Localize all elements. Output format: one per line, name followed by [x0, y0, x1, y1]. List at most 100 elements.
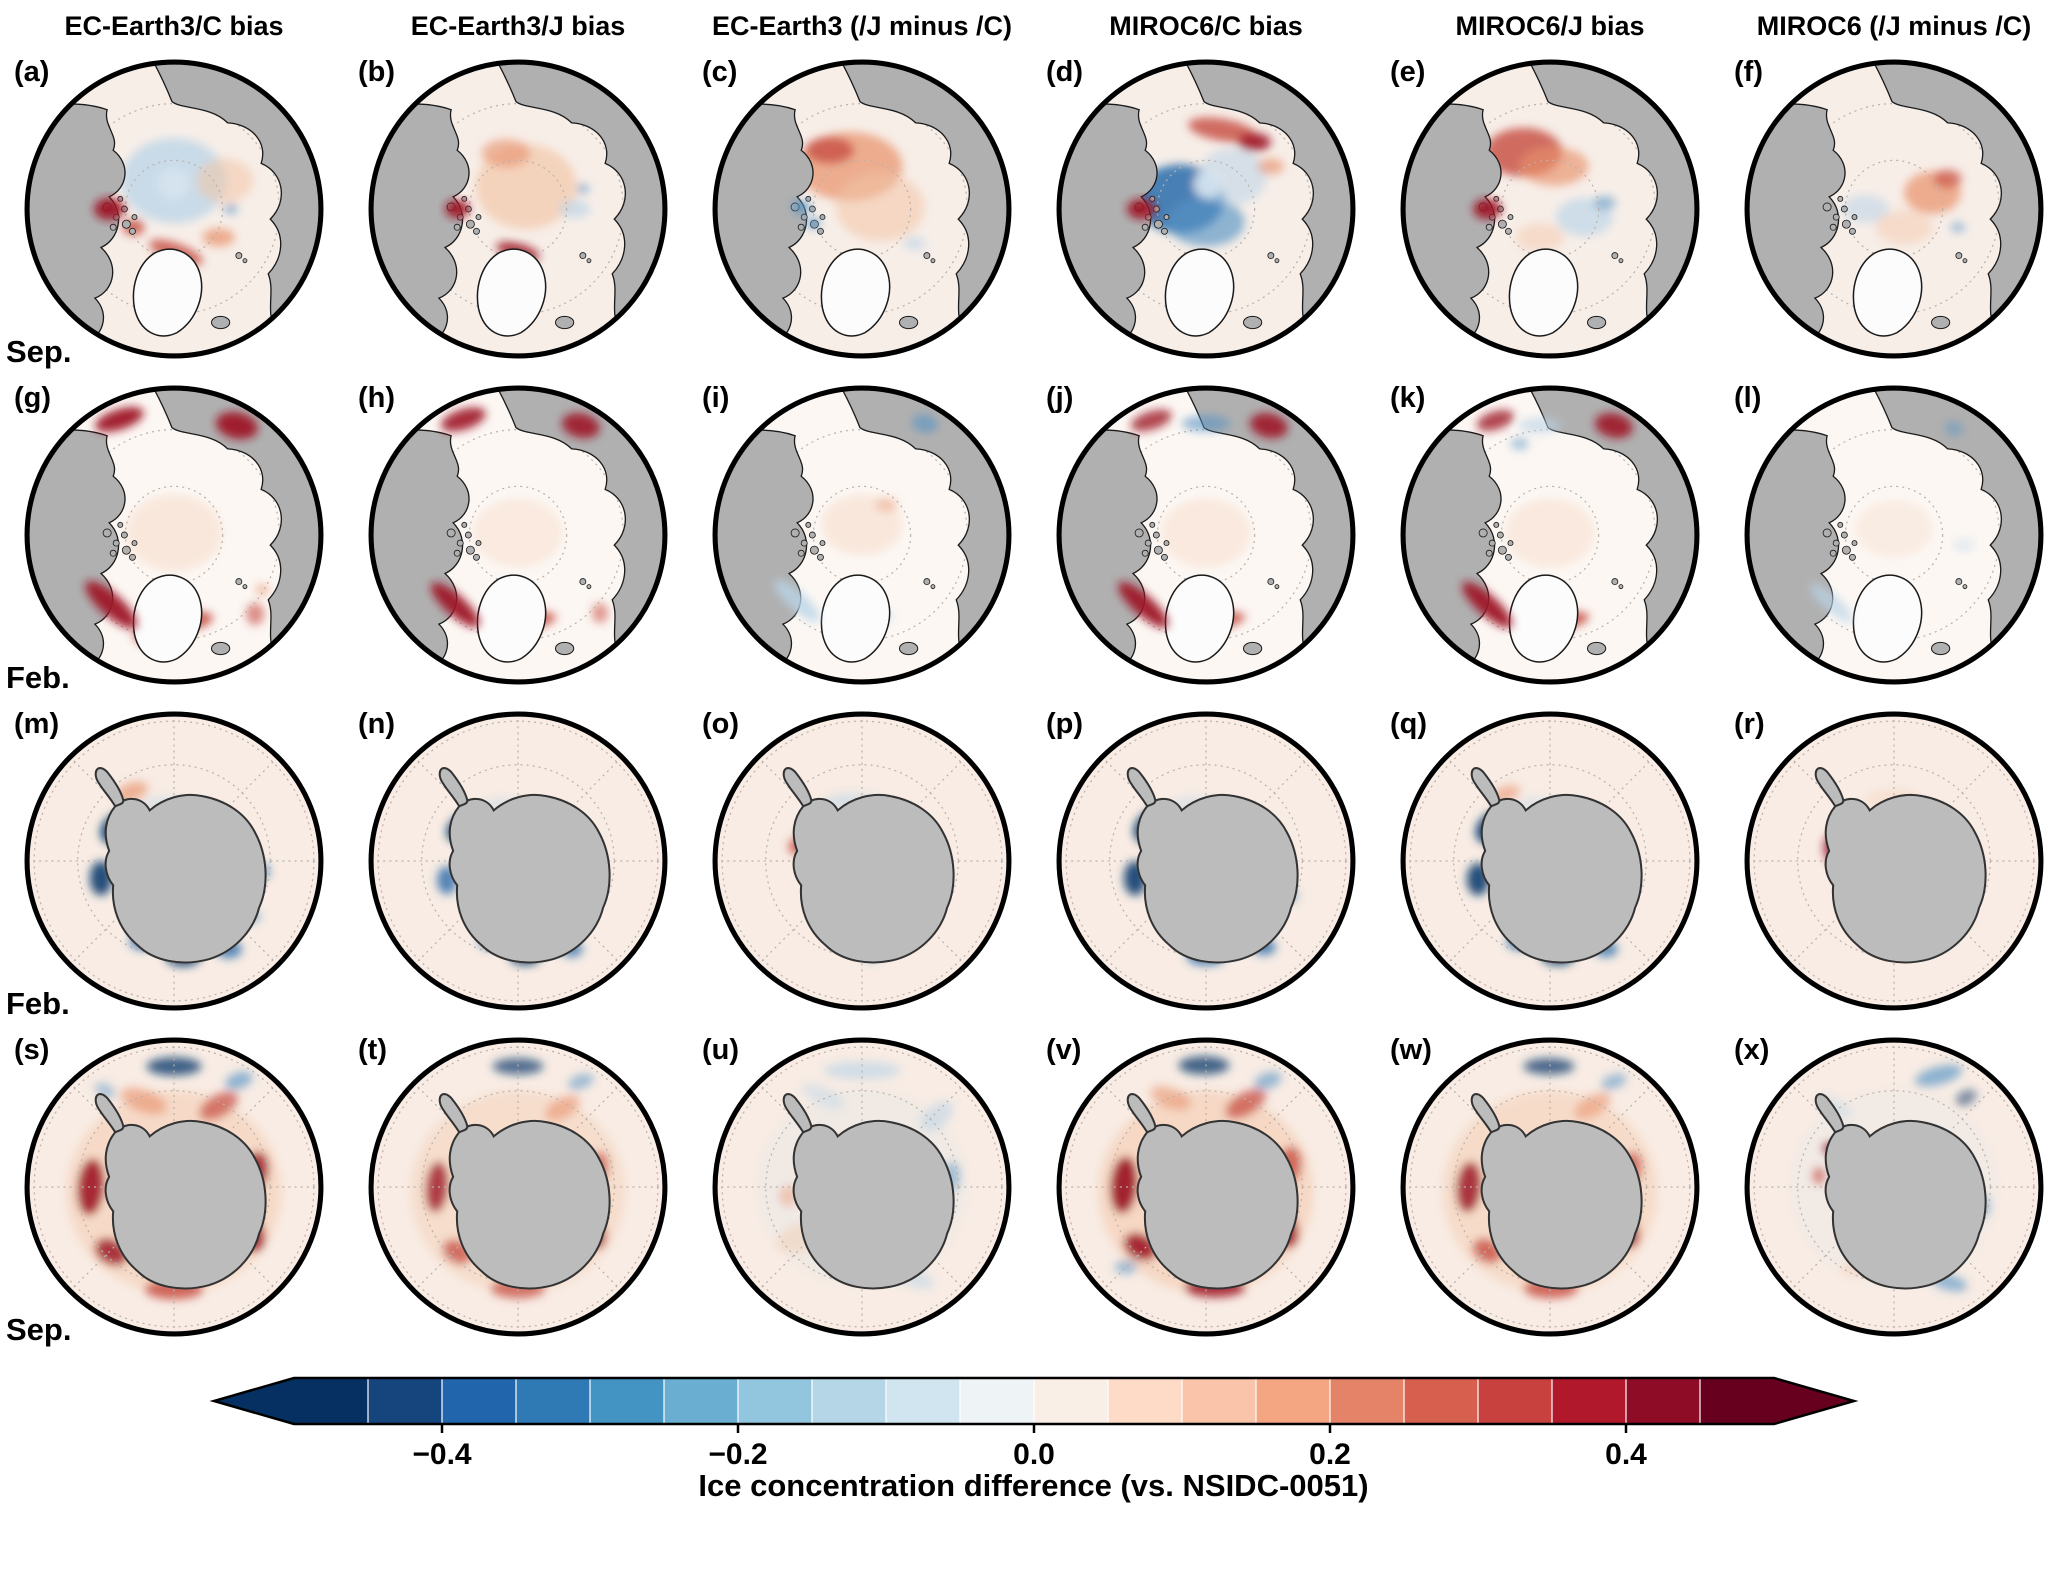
anomaly-field-coastal [85, 407, 258, 629]
anomaly-field-coastal [792, 200, 821, 229]
antarctica [1824, 1119, 1987, 1290]
colorbar-left-arrow [213, 1378, 294, 1424]
anomaly-field [121, 138, 254, 266]
column-headers: EC-Earth3/C bias EC-Earth3/J bias EC-Ear… [2, 0, 2067, 46]
anomaly-field [797, 131, 926, 251]
column-header-miroc6-c: MIROC6/C bias [1109, 11, 1303, 41]
antarctica [104, 793, 267, 964]
map-border [1056, 385, 1356, 685]
polar-map [1744, 59, 2044, 359]
iceland [898, 315, 919, 330]
polar-map [712, 1037, 1012, 1337]
map-panel-d: (d) [1034, 46, 1378, 372]
panel-label: (q) [1390, 708, 1428, 740]
svalbard [579, 578, 587, 586]
graticule [1753, 1046, 2035, 1328]
map-border [1056, 711, 1356, 1011]
antarctic-peninsula [1470, 1093, 1501, 1134]
anomaly-field-coastal [430, 407, 600, 628]
anomaly-field [1135, 117, 1285, 247]
map-panel-g: (g) Feb. [2, 372, 346, 698]
graticule [721, 720, 1003, 1002]
antarctica [448, 793, 611, 964]
iceland [1242, 315, 1263, 330]
graticule [421, 1090, 615, 1284]
polar-map [24, 385, 324, 685]
panel-label: (b) [358, 56, 396, 88]
colorbar-outline [208, 1376, 1859, 1426]
graticule [721, 1046, 1003, 1328]
row-label: Feb. [6, 660, 70, 695]
antarctica [1136, 793, 1299, 964]
iceland [210, 641, 231, 656]
map-border [24, 711, 324, 1011]
polar-map [368, 711, 668, 1011]
polar-map [368, 385, 668, 685]
polar-map [368, 59, 668, 359]
anomaly-field [1842, 169, 1965, 245]
row-label: Feb. [6, 986, 70, 1021]
panel-label: (a) [14, 56, 50, 88]
panel-label: (j) [1046, 382, 1074, 414]
map-panel-l: (l) [1722, 372, 2066, 698]
anomaly-field-coastal [1118, 409, 1288, 628]
polar-map [1056, 59, 1356, 359]
map-border [368, 711, 668, 1011]
column-header-miroc6-diff: MIROC6 (/J minus /C) [1756, 11, 2032, 41]
graticule [1109, 764, 1303, 958]
map-panel-k: (k) [1378, 372, 1722, 698]
map-panel-o: (o) [690, 698, 1034, 1024]
anomaly-field-coastal [1472, 198, 1502, 220]
iceland [210, 315, 231, 330]
antarctica [1824, 793, 1987, 964]
antarctica [104, 1119, 267, 1290]
graticule [765, 1090, 959, 1284]
column-header-ec-earth3-diff: EC-Earth3 (/J minus /C) [711, 11, 1013, 41]
polar-map [1744, 1037, 2044, 1337]
graticule [33, 720, 315, 1002]
map-panel-p: (p) [1034, 698, 1378, 1024]
anomaly-field [1485, 127, 1616, 252]
iceland [554, 315, 575, 330]
antarctic-peninsula [1814, 767, 1845, 808]
svalbard [1955, 578, 1963, 586]
polar-map [712, 385, 1012, 685]
polar-map [1400, 59, 1700, 359]
greenland [1852, 574, 1923, 663]
map-border [368, 385, 668, 685]
greenland [132, 248, 203, 337]
map-border [1744, 711, 2044, 1011]
iceland [1586, 315, 1607, 330]
antarctica [448, 1119, 611, 1290]
iceland [898, 641, 919, 656]
iceland [1242, 641, 1263, 656]
antarctic-peninsula [94, 1093, 125, 1134]
antarctic-peninsula [94, 767, 125, 808]
antarctic-peninsula [438, 767, 469, 808]
colorbar: −0.4 −0.2 0.0 0.2 0.4 [208, 1376, 1859, 1471]
graticule [77, 1090, 271, 1284]
panel-label: (v) [1046, 1034, 1082, 1066]
antarctica [1480, 1119, 1643, 1290]
column-header-ec-earth3-c: EC-Earth3/C bias [64, 11, 284, 41]
panel-label: (r) [1734, 708, 1765, 740]
anomaly-field-coastal [445, 199, 470, 219]
map-border [712, 1037, 1012, 1337]
graticule [377, 1046, 659, 1328]
greenland [476, 574, 547, 663]
map-border [1744, 59, 2044, 359]
antarctica [792, 793, 955, 964]
polar-map [1056, 385, 1356, 685]
greenland [476, 248, 547, 337]
graticule [1409, 1046, 1691, 1328]
map-border [1056, 59, 1356, 359]
map-panel-r: (r) [1722, 698, 2066, 1024]
panel-label: (s) [14, 1034, 50, 1066]
antarctica [792, 1119, 955, 1290]
colorbar-tick-label: −0.4 [412, 1438, 472, 1471]
colorbar-tick-label: 0.0 [1013, 1438, 1055, 1471]
graticule [1753, 720, 2035, 1002]
map-border [712, 711, 1012, 1011]
panel-label: (f) [1734, 56, 1763, 88]
